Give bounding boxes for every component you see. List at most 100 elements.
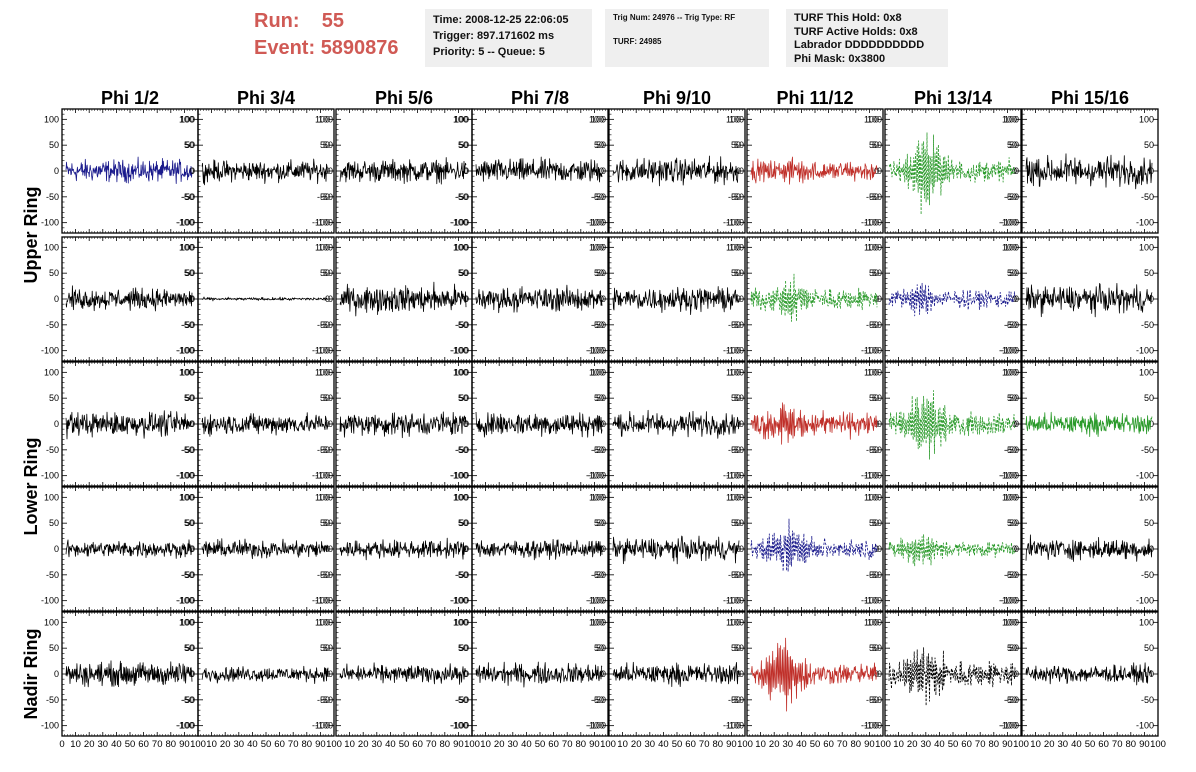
panel-r1-c1: -100 -100 -50 -50 0 0 50 50 100 100 [41, 108, 199, 234]
y-tick-label-right: -100 [861, 471, 879, 481]
y-tick-label-left: 0 [464, 166, 469, 176]
panel-r2-c3: -100 -100 -50 -50 0 0 50 50 100 100 [315, 236, 473, 362]
y-tick-label-right: -50 [181, 570, 194, 580]
y-tick-label-right: -50 [1141, 570, 1154, 580]
y-tick-label-left: -50 [320, 192, 333, 202]
y-tick-label-left: 100 [318, 492, 333, 502]
panel-r5-c2: -100 -100 -50 -50 0 0 50 50 100 100 [177, 611, 335, 737]
y-tick-label-right: 0 [463, 669, 468, 679]
y-tick-label-left: 50 [872, 518, 882, 528]
y-tick-label-right: 0 [463, 166, 468, 176]
y-tick-label-left: 0 [328, 544, 333, 554]
y-tick-label-right: -50 [317, 570, 330, 580]
y-tick-label-right: 100 [726, 242, 741, 252]
y-tick-label-left: -50 [1006, 445, 1019, 455]
y-tick-label-left: 0 [739, 419, 744, 429]
y-tick-label-left: -50 [456, 445, 469, 455]
y-tick-label-left: 0 [328, 294, 333, 304]
y-tick-label-left: 100 [44, 114, 59, 124]
waveform-r1-c8 [1025, 153, 1153, 190]
y-tick-label-right: -50 [317, 320, 330, 330]
y-tick-label-left: 100 [591, 492, 606, 502]
y-tick-label-right: -100 [999, 218, 1017, 228]
y-tick-label-left: 100 [1004, 114, 1019, 124]
waveform-r2-c1 [65, 285, 193, 312]
panel-r3-c3: -100 -100 -50 -50 0 0 50 50 100 100 [315, 361, 473, 487]
y-tick-label-right: 100 [1139, 492, 1154, 502]
y-tick-label-left: -100 [451, 346, 469, 356]
y-tick-label-right: 50 [458, 140, 468, 150]
y-tick-label-right: -50 [1141, 445, 1154, 455]
y-tick-label-left: 0 [190, 166, 195, 176]
labrador-line: Labrador DDDDDDDDDD [794, 39, 925, 51]
y-tick-label-right: 100 [589, 492, 604, 502]
priority-line: Priority: 5 -- Queue: 5 [433, 46, 545, 58]
y-tick-label-left: -100 [726, 346, 744, 356]
y-tick-label-right: -50 [455, 570, 468, 580]
y-tick-label-right: 50 [184, 393, 194, 403]
y-tick-label-right: 100 [864, 367, 879, 377]
y-tick-label-right: -100 [450, 346, 468, 356]
y-tick-label-right: 0 [736, 294, 741, 304]
trigger-info-box: Trig Num: 24976 -- Trig Type: RF TURF: 2… [605, 9, 769, 67]
panel-r1-c5: -100 -100 -50 -50 0 0 50 50 100 100 [588, 108, 746, 234]
y-tick-label-right: 50 [594, 140, 604, 150]
y-tick-label-left: 100 [454, 367, 469, 377]
panel-r3-c1: -100 -100 -50 -50 0 0 50 50 100 100 [41, 361, 199, 487]
y-tick-label-right: -100 [450, 721, 468, 731]
y-tick-label-right: -50 [591, 445, 604, 455]
y-tick-label-left: 100 [44, 242, 59, 252]
y-tick-label-right: 50 [458, 518, 468, 528]
y-tick-label-left: 0 [601, 166, 606, 176]
y-tick-label-left: -100 [177, 218, 195, 228]
y-tick-label-left: -50 [182, 320, 195, 330]
y-tick-label-right: 50 [458, 643, 468, 653]
y-tick-label-right: 0 [1012, 166, 1017, 176]
y-tick-label-right: 100 [315, 617, 330, 627]
y-tick-label-right: -100 [723, 596, 741, 606]
column-header-5: Phi 9/10 [643, 88, 711, 108]
panel-r4-c2: -100 -100 -50 -50 0 0 50 50 100 100 [177, 486, 335, 612]
y-tick-label-left: 50 [323, 268, 333, 278]
y-tick-label-left: -100 [864, 596, 882, 606]
y-tick-label-right: -50 [591, 320, 604, 330]
y-tick-label-left: -50 [46, 445, 59, 455]
y-tick-label-left: -100 [451, 596, 469, 606]
turf-info-box: TURF This Hold: 0x8 TURF Active Holds: 0… [786, 9, 948, 67]
y-tick-label-left: 100 [729, 367, 744, 377]
y-tick-label-left: 100 [867, 492, 882, 502]
panel-r3-c7: -100 -100 -50 -50 0 0 50 50 100 100 [864, 361, 1022, 487]
y-tick-label-left: 50 [49, 393, 59, 403]
y-tick-label-right: -50 [181, 695, 194, 705]
y-tick-label-right: 50 [594, 268, 604, 278]
y-tick-label-left: -100 [864, 346, 882, 356]
y-tick-label-right: -50 [455, 445, 468, 455]
y-tick-label-left: -100 [177, 596, 195, 606]
y-tick-label-right: -100 [450, 471, 468, 481]
waveform-r5-c2 [201, 665, 329, 684]
panel-r2-c6: -100 -100 -50 -50 0 0 50 50 100 100 [726, 236, 884, 362]
column-header-4: Phi 7/8 [511, 88, 569, 108]
y-tick-label-left: -100 [588, 596, 606, 606]
y-tick-label-left: 50 [734, 268, 744, 278]
y-tick-label-left: 50 [596, 140, 606, 150]
y-tick-label-right: 50 [320, 393, 330, 403]
panel-r1-c3: -100 -100 -50 -50 0 0 50 50 100 100 [315, 108, 473, 234]
panel-r2-c4: -100 -100 -50 -50 0 0 50 50 100 100 [451, 236, 609, 362]
y-tick-label-left: 50 [323, 643, 333, 653]
y-tick-label-left: 0 [877, 419, 882, 429]
y-tick-label-left: 0 [190, 669, 195, 679]
y-tick-label-left: -50 [182, 445, 195, 455]
turf-active-holds-line: TURF Active Holds: 0x8 [794, 25, 918, 38]
waveform-r3-c3 [339, 411, 467, 439]
y-tick-label-left: -50 [869, 320, 882, 330]
waveform-r2-c8 [1025, 283, 1153, 318]
waveform-r1-c3 [339, 157, 467, 185]
turf-line: TURF: 24985 [613, 37, 662, 46]
panel-r5-c3: -100 -100 -50 -50 0 0 50 50 100 100 [315, 611, 473, 737]
waveform-r4-c8 [1025, 534, 1153, 562]
panel-r1-c7: -100 -100 -50 -50 0 0 50 50 100 100 [864, 108, 1022, 234]
y-tick-label-left: -100 [315, 721, 333, 731]
time-info-box: Time: 2008-12-25 22:06:05 Trigger: 897.1… [425, 9, 592, 67]
y-tick-label-right: -100 [1136, 471, 1154, 481]
